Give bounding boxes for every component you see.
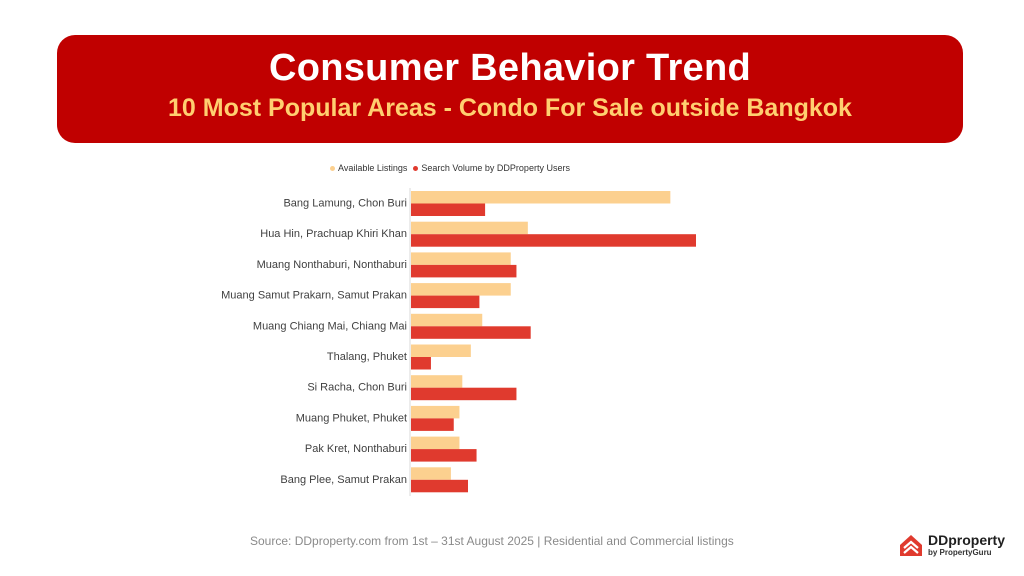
- bar-search-volume: [411, 203, 486, 216]
- logo-tagline: by PropertyGuru: [928, 548, 992, 557]
- legend-swatch-search: [413, 165, 419, 171]
- bar-available-listings: [411, 313, 483, 327]
- legend-item-search: Search Volume by DDProperty Users: [413, 163, 570, 173]
- bar-search-volume: [411, 357, 431, 370]
- bar-search-volume: [411, 449, 477, 462]
- bar-search-volume: [411, 295, 480, 309]
- bar-search-volume: [411, 387, 517, 401]
- bar-search-volume: [411, 234, 696, 247]
- bar-available-listings: [411, 191, 671, 204]
- category-label: Si Racha, Chon Buri: [307, 382, 407, 394]
- ddproperty-logo: DDproperty by PropertyGuru: [898, 530, 1008, 560]
- legend-label-search: Search Volume by DDProperty Users: [421, 163, 570, 173]
- category-label: Muang Chiang Mai, Chiang Mai: [253, 320, 407, 332]
- bar-search-volume: [411, 264, 517, 278]
- bar-available-listings: [411, 252, 511, 265]
- house-logo-icon: [900, 535, 922, 556]
- category-label: Muang Phuket, Phuket: [296, 412, 407, 424]
- category-label: Bang Plee, Samut Prakan: [280, 474, 407, 486]
- bar-available-listings: [411, 436, 460, 450]
- bar-search-volume: [411, 479, 468, 493]
- bar-available-listings: [411, 405, 460, 419]
- bar-available-listings: [411, 283, 511, 296]
- category-label: Pak Kret, Nonthaburi: [305, 443, 407, 455]
- page-title: Consumer Behavior Trend: [268, 47, 751, 89]
- category-label: Muang Nonthaburi, Nonthaburi: [257, 259, 407, 271]
- header-banner: Consumer Behavior Trend 10 Most Popular …: [57, 35, 963, 143]
- bar-available-listings: [411, 221, 528, 235]
- category-label: Thalang, Phuket: [327, 351, 407, 363]
- page-subtitle: 10 Most Popular Areas - Condo For Sale o…: [168, 94, 852, 122]
- bar-available-listings: [411, 375, 463, 388]
- bar-search-volume: [411, 326, 531, 339]
- category-label: Hua Hin, Prachuap Khiri Khan: [260, 228, 407, 240]
- source-note: Source: DDproperty.com from 1st – 31st A…: [250, 534, 734, 548]
- legend-item-available: Available Listings: [330, 163, 407, 173]
- chart-legend: Available Listings Search Volume by DDPr…: [330, 160, 570, 176]
- legend-swatch-available: [330, 165, 335, 171]
- category-label: Muang Samut Prakarn, Samut Prakan: [221, 290, 407, 302]
- bar-search-volume: [411, 418, 454, 431]
- category-label: Bang Lamung, Chon Buri: [283, 198, 407, 210]
- bar-available-listings: [411, 344, 471, 357]
- legend-label-available: Available Listings: [338, 163, 408, 173]
- logo-brand: DDproperty: [928, 532, 1006, 548]
- bar-available-listings: [411, 467, 451, 480]
